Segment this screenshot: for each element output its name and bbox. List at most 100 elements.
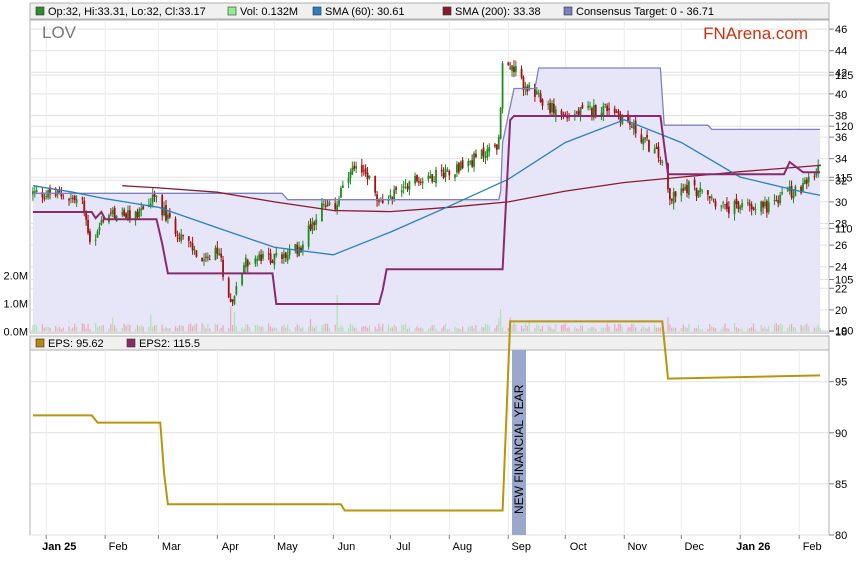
candle-body — [773, 199, 776, 201]
candle-body — [484, 156, 487, 158]
candle-body — [178, 237, 181, 239]
volume-bar — [148, 326, 150, 332]
candle-body — [461, 160, 464, 169]
volume-bar — [338, 327, 340, 332]
candle-body — [674, 191, 677, 197]
eps-tick-label: 110 — [835, 223, 853, 235]
volume-bar — [760, 324, 762, 332]
candle-body — [720, 205, 723, 207]
volume-bar — [481, 326, 483, 332]
price-tick-label: 28 — [835, 219, 847, 231]
volume-bar — [161, 324, 163, 332]
date-tick-label: Jan 25 — [42, 541, 76, 553]
candle-body — [764, 202, 766, 207]
volume-bar — [724, 323, 726, 332]
volume-bar — [600, 327, 603, 332]
volume-bar — [315, 325, 317, 332]
volume-bar — [752, 323, 755, 332]
volume-bar — [192, 326, 194, 332]
volume-bar — [674, 327, 677, 332]
candle-body — [302, 244, 304, 250]
candle-body — [619, 114, 622, 122]
volume-bar — [581, 325, 584, 332]
candle-body — [686, 184, 688, 194]
candle-body — [815, 171, 818, 176]
candle-body — [281, 254, 283, 259]
volume-bar — [775, 323, 777, 332]
candle-body — [222, 259, 224, 277]
volume-bar — [484, 324, 487, 332]
volume-bar — [749, 328, 751, 332]
volume-bar — [296, 324, 298, 332]
candle-body — [203, 259, 205, 261]
volume-bar — [363, 326, 365, 332]
candle-body — [256, 259, 259, 261]
candle-body — [467, 161, 470, 167]
volume-bar — [813, 327, 815, 332]
volume-bar — [794, 327, 796, 332]
candle-body — [560, 110, 563, 115]
volume-bar — [114, 325, 116, 332]
volume-bar — [311, 325, 314, 332]
candle-body — [762, 201, 764, 208]
volume-bar — [739, 328, 741, 332]
volume-bar — [347, 328, 350, 332]
candle-body — [351, 167, 354, 175]
volume-bar — [406, 329, 409, 332]
volume-bar — [766, 329, 768, 332]
volume-bar — [709, 323, 711, 332]
volume-bar — [110, 324, 112, 332]
legend-swatch — [35, 338, 45, 348]
volume-bar — [62, 327, 64, 332]
volume-bar — [566, 328, 568, 332]
volume-bar — [176, 328, 179, 332]
volume-bar — [115, 328, 118, 332]
volume-bar — [800, 324, 802, 332]
volume-tick-label: 1.0M — [4, 299, 28, 311]
candle-body — [513, 66, 515, 73]
candle-body — [682, 188, 685, 191]
volume-bar — [340, 325, 342, 332]
candle-body — [328, 202, 331, 205]
volume-bar — [416, 326, 418, 332]
candle-body — [408, 181, 411, 191]
volume-bar — [334, 324, 336, 332]
candle-body — [520, 68, 523, 78]
volume-bar — [342, 327, 344, 332]
eps-tick-label: 90 — [835, 428, 847, 440]
volume-bar — [754, 328, 757, 332]
date-axis: Jan 25 Feb Mar Apr May Jun Jul Aug Sep Oct Nov Dec J… — [42, 535, 822, 553]
volume-bar — [482, 327, 485, 332]
candle-body — [457, 163, 460, 173]
volume-bar — [140, 325, 142, 332]
candle-body — [442, 172, 445, 179]
volume-bar — [768, 326, 770, 332]
volume-bar — [522, 328, 525, 332]
volume-bar — [313, 327, 315, 332]
candle-body — [231, 299, 234, 302]
candle-body — [429, 176, 432, 179]
candle-body — [338, 198, 340, 206]
candle-body — [606, 105, 609, 111]
volume-bar — [456, 327, 458, 332]
volume-bar — [129, 324, 131, 332]
candle-body — [617, 110, 620, 115]
volume-bar — [205, 328, 207, 332]
volume-bar — [323, 323, 325, 332]
candle-body — [206, 256, 209, 259]
candle-body — [604, 104, 607, 105]
volume-bar — [258, 325, 260, 332]
volume-bar — [714, 328, 717, 332]
volume-bar — [787, 327, 789, 332]
volume-bar — [123, 323, 125, 332]
volume-bar — [368, 325, 371, 332]
volume-bar — [414, 328, 416, 332]
candle-body — [615, 111, 618, 113]
eps-line — [32, 320, 821, 512]
volume-bar — [268, 323, 270, 332]
volume-bar — [121, 327, 123, 332]
volume-bar — [779, 323, 781, 332]
candle-body — [109, 212, 112, 214]
candle-body — [667, 163, 669, 190]
date-tick-label: Jan 26 — [736, 541, 770, 553]
